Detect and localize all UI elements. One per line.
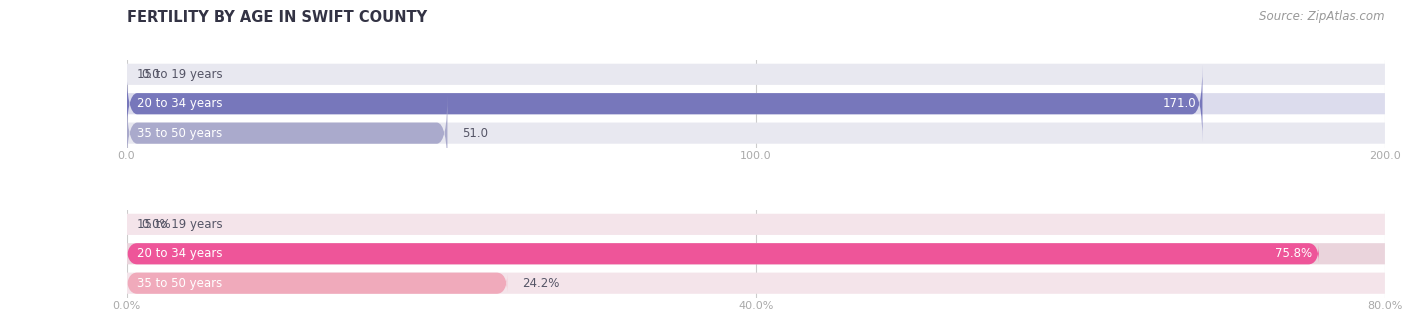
Text: 0.0%: 0.0% [142, 218, 172, 231]
FancyBboxPatch shape [127, 122, 1385, 144]
Text: 171.0: 171.0 [1163, 97, 1197, 110]
Text: 15 to 19 years: 15 to 19 years [136, 68, 222, 81]
FancyBboxPatch shape [127, 65, 1202, 143]
FancyBboxPatch shape [127, 243, 1385, 264]
Text: 20 to 34 years: 20 to 34 years [136, 247, 222, 260]
FancyBboxPatch shape [127, 214, 1385, 235]
FancyBboxPatch shape [127, 273, 508, 294]
Text: Source: ZipAtlas.com: Source: ZipAtlas.com [1260, 10, 1385, 23]
FancyBboxPatch shape [127, 273, 1385, 294]
Text: 35 to 50 years: 35 to 50 years [136, 277, 222, 290]
Text: 35 to 50 years: 35 to 50 years [136, 127, 222, 140]
FancyBboxPatch shape [127, 64, 1385, 85]
Text: 0.0: 0.0 [142, 68, 160, 81]
Text: 15 to 19 years: 15 to 19 years [136, 218, 222, 231]
Text: FERTILITY BY AGE IN SWIFT COUNTY: FERTILITY BY AGE IN SWIFT COUNTY [127, 10, 426, 25]
FancyBboxPatch shape [127, 94, 447, 172]
Text: 75.8%: 75.8% [1275, 247, 1313, 260]
FancyBboxPatch shape [127, 243, 1319, 264]
Text: 51.0: 51.0 [463, 127, 488, 140]
FancyBboxPatch shape [127, 93, 1385, 114]
Text: 24.2%: 24.2% [522, 277, 560, 290]
Text: 20 to 34 years: 20 to 34 years [136, 97, 222, 110]
